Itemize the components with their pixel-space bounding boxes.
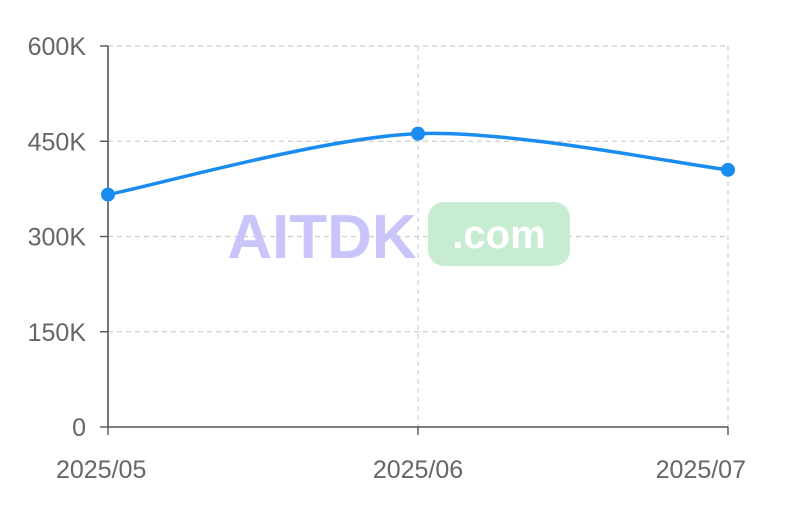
- y-tick-label: 150K: [28, 319, 87, 347]
- grid-lines: [108, 46, 728, 427]
- x-tick-label: 2025/06: [373, 456, 463, 484]
- data-point: [101, 188, 115, 202]
- x-tick-label: 2025/05: [56, 456, 146, 484]
- y-tick-label: 600K: [28, 33, 87, 61]
- y-tick-label: 450K: [28, 128, 87, 156]
- y-tick-label: 300K: [28, 224, 87, 252]
- watermark: AITDK .com: [227, 202, 570, 272]
- x-tick-label: 2025/07: [656, 456, 746, 484]
- data-point: [411, 127, 425, 141]
- data-point: [721, 163, 735, 177]
- watermark-badge-text: .com: [452, 213, 545, 257]
- y-tick-label: 0: [72, 414, 86, 442]
- watermark-text: AITDK: [227, 203, 417, 272]
